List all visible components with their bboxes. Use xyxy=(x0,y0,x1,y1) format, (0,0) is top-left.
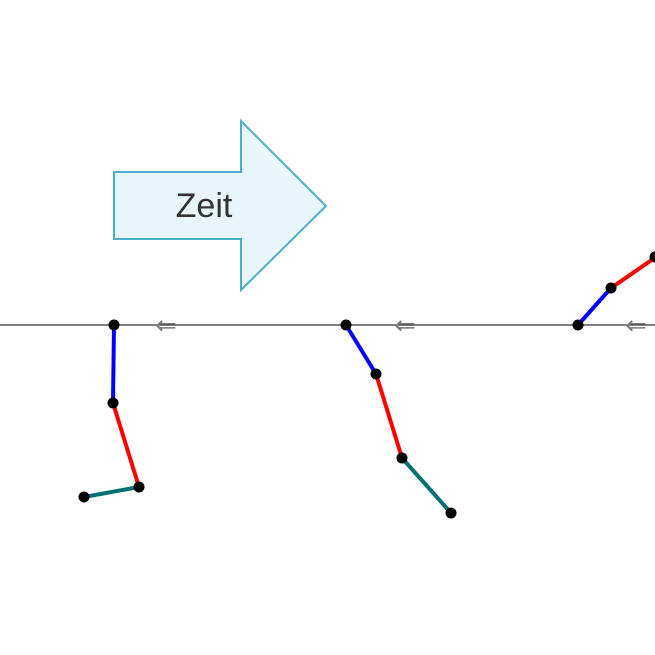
chain-1-joint-2 xyxy=(133,481,145,493)
chain-2-middle-segment xyxy=(374,372,404,460)
direction-arrow-icon: ⇐ xyxy=(155,311,177,341)
chain-1-end xyxy=(78,491,90,503)
chain-3-middle-segment xyxy=(609,255,655,290)
chain-1-joint-1 xyxy=(107,397,119,409)
chain-2-lower-segment xyxy=(400,456,453,515)
chain-1-pivot xyxy=(108,319,120,331)
time-arrow-label: Zeit xyxy=(176,187,233,225)
chain-1-upper-segment xyxy=(111,323,116,405)
direction-markers: ⇐ ⇐ ⇐ xyxy=(155,311,647,341)
chain-1-lower-segment xyxy=(82,485,141,499)
time-arrow-shape xyxy=(113,118,328,293)
direction-arrow-icon: ⇐ xyxy=(625,311,647,341)
chain-2-joint-2 xyxy=(396,452,408,464)
time-arrow: Zeit xyxy=(113,118,328,293)
chain-3-joint-1 xyxy=(605,282,617,294)
pendulum-chain-2 xyxy=(340,319,457,519)
pendulum-chain-3 xyxy=(572,251,655,331)
chain-3-upper-segment xyxy=(576,286,613,327)
chain-2-joint-1 xyxy=(370,368,382,380)
chain-3-pivot xyxy=(572,319,584,331)
pendulum-chain-1 xyxy=(78,319,145,503)
chain-2-end xyxy=(445,507,457,519)
chain-1-middle-segment xyxy=(111,401,141,489)
chain-2-pivot xyxy=(340,319,352,331)
direction-arrow-icon: ⇐ xyxy=(394,311,416,341)
chain-2-upper-segment xyxy=(344,323,378,376)
chain-3-joint-2 xyxy=(649,251,655,263)
